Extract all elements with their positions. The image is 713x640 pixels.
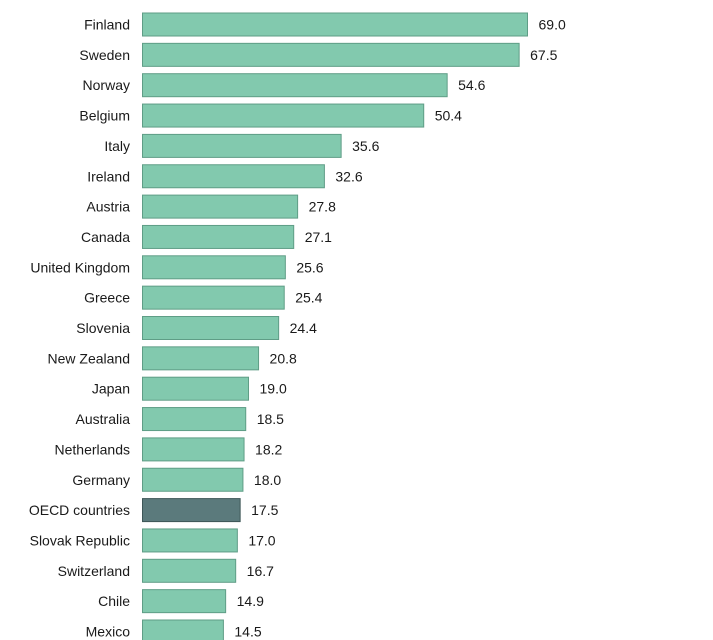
category-label-oecd-countries: OECD countries <box>29 502 130 518</box>
bar-greece <box>142 285 285 310</box>
category-label-austria: Austria <box>86 199 130 215</box>
value-label-australia: 18.5 <box>257 411 284 427</box>
value-labels: 69.0 67.5 54.6 50.4 35.6 32.6 27.8 27.1 25.6 25.4… <box>234 17 566 640</box>
bar-japan <box>142 376 250 401</box>
bar-slovak-republic <box>142 528 238 553</box>
category-label-greece: Greece <box>84 290 130 306</box>
category-label-mexico: Mexico <box>86 624 131 640</box>
bar-italy <box>142 133 342 158</box>
category-label-switzerland: Switzerland <box>58 563 130 579</box>
value-label-sweden: 67.5 <box>530 47 557 63</box>
value-label-slovenia: 24.4 <box>290 320 317 336</box>
category-label-japan: Japan <box>92 381 130 397</box>
category-labels: Finland Sweden Norway Belgium Italy Ireland Au… <box>29 17 130 640</box>
category-label-italy: Italy <box>104 138 130 154</box>
value-label-oecd-countries: 17.5 <box>251 502 278 518</box>
category-label-australia: Australia <box>76 411 131 427</box>
bar-ireland <box>142 164 325 189</box>
bars-group <box>142 12 528 640</box>
category-label-canada: Canada <box>81 229 130 245</box>
bar-oecd-countries <box>142 498 241 523</box>
bar-slovenia <box>142 316 280 340</box>
bar-chile <box>142 589 227 614</box>
value-label-austria: 27.8 <box>309 199 336 215</box>
bar-norway <box>142 73 448 98</box>
value-label-italy: 35.6 <box>352 138 379 154</box>
category-label-netherlands: Netherlands <box>55 441 131 457</box>
bar-austria <box>142 194 299 219</box>
category-label-belgium: Belgium <box>79 108 130 124</box>
category-label-slovenia: Slovenia <box>76 320 130 336</box>
value-label-ireland: 32.6 <box>335 168 362 184</box>
category-label-slovak-republic: Slovak Republic <box>30 532 130 548</box>
bar-netherlands <box>142 437 245 462</box>
bar-switzerland <box>142 558 237 583</box>
value-label-greece: 25.4 <box>295 290 322 306</box>
value-label-mexico: 14.5 <box>234 624 261 640</box>
bar-finland <box>142 12 528 37</box>
bar-sweden <box>142 42 520 67</box>
category-label-norway: Norway <box>83 77 130 93</box>
category-label-sweden: Sweden <box>79 47 130 63</box>
value-label-chile: 14.9 <box>237 593 264 609</box>
category-label-germany: Germany <box>72 472 130 488</box>
value-label-united-kingdom: 25.6 <box>296 259 323 275</box>
bar-united-kingdom <box>142 255 286 280</box>
bar-australia <box>142 407 247 432</box>
value-label-japan: 19.0 <box>260 381 287 397</box>
category-label-finland: Finland <box>84 17 130 33</box>
value-label-new-zealand: 20.8 <box>270 350 297 366</box>
bar-mexico <box>142 619 224 640</box>
category-label-ireland: Ireland <box>87 168 130 184</box>
value-label-belgium: 50.4 <box>435 108 462 124</box>
bar-canada <box>142 224 295 249</box>
bar-germany <box>142 467 244 492</box>
value-label-canada: 27.1 <box>305 229 332 245</box>
value-label-slovak-republic: 17.0 <box>248 532 275 548</box>
value-label-switzerland: 16.7 <box>247 563 274 579</box>
value-label-finland: 69.0 <box>539 17 566 33</box>
value-label-germany: 18.0 <box>254 472 281 488</box>
category-label-new-zealand: New Zealand <box>48 350 131 366</box>
category-label-chile: Chile <box>98 593 130 609</box>
value-label-netherlands: 18.2 <box>255 441 282 457</box>
category-label-united-kingdom: United Kingdom <box>30 259 130 275</box>
bar-new-zealand <box>142 346 260 371</box>
bar-belgium <box>142 103 425 128</box>
value-label-norway: 54.6 <box>458 77 485 93</box>
